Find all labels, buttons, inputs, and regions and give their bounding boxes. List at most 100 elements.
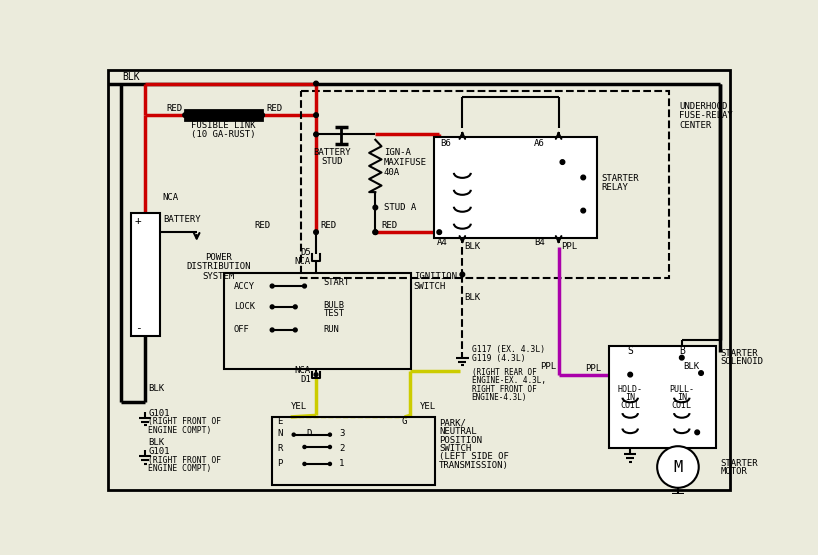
Text: 3: 3 <box>339 428 344 438</box>
Text: MAXIFUSE: MAXIFUSE <box>384 158 427 168</box>
Text: IGN-A: IGN-A <box>384 148 411 157</box>
Text: BLK: BLK <box>122 72 140 82</box>
Text: BLK: BLK <box>148 438 164 447</box>
Circle shape <box>260 113 264 118</box>
Text: POSITION: POSITION <box>439 436 483 445</box>
Circle shape <box>303 284 307 288</box>
Text: YEL: YEL <box>420 402 436 411</box>
Text: G: G <box>402 417 407 426</box>
Circle shape <box>314 372 318 376</box>
Circle shape <box>270 305 274 309</box>
Text: FUSIBLE LINK: FUSIBLE LINK <box>191 122 256 130</box>
Text: YEL: YEL <box>290 402 307 411</box>
Text: D1: D1 <box>300 375 311 384</box>
Text: +: + <box>135 215 142 225</box>
Text: ENGINE-4.3L): ENGINE-4.3L) <box>472 393 527 402</box>
Text: PPL: PPL <box>561 243 577 251</box>
Text: B: B <box>679 346 685 356</box>
Text: TEST: TEST <box>324 309 344 318</box>
Bar <box>185 110 262 120</box>
Text: COIL: COIL <box>672 401 692 410</box>
Circle shape <box>303 446 306 448</box>
Text: G101: G101 <box>148 408 169 417</box>
Bar <box>131 213 160 336</box>
Text: RED: RED <box>266 104 282 113</box>
Text: OFF: OFF <box>234 325 249 335</box>
Circle shape <box>270 284 274 288</box>
Text: RED: RED <box>381 221 398 230</box>
Text: -: - <box>135 324 142 334</box>
Text: STARTER: STARTER <box>721 458 758 468</box>
Text: IN: IN <box>625 393 636 402</box>
Circle shape <box>699 371 703 375</box>
Circle shape <box>628 372 632 377</box>
Text: LOCK: LOCK <box>234 302 254 311</box>
Circle shape <box>294 328 297 332</box>
Text: PULL-: PULL- <box>669 386 694 395</box>
Circle shape <box>328 446 331 448</box>
Circle shape <box>183 113 187 118</box>
Text: SYSTEM: SYSTEM <box>202 271 235 280</box>
Text: (RIGHT REAR OF: (RIGHT REAR OF <box>472 368 537 377</box>
Text: STARTER: STARTER <box>721 349 758 357</box>
Text: STUD: STUD <box>321 157 343 166</box>
Text: G117 (EX. 4.3L): G117 (EX. 4.3L) <box>472 345 545 355</box>
Circle shape <box>560 160 564 164</box>
Text: PARK/: PARK/ <box>439 418 466 427</box>
Text: STUD A: STUD A <box>384 203 416 212</box>
Circle shape <box>292 433 295 436</box>
Text: SWITCH: SWITCH <box>414 281 446 291</box>
Text: SWITCH: SWITCH <box>439 444 471 453</box>
Text: RED: RED <box>254 221 271 230</box>
Text: ENGINE COMPT): ENGINE COMPT) <box>148 464 212 473</box>
Circle shape <box>581 208 586 213</box>
Circle shape <box>460 272 465 277</box>
Text: NCA: NCA <box>162 193 178 202</box>
Text: BULB: BULB <box>324 301 344 310</box>
Bar <box>434 138 597 238</box>
Text: RUN: RUN <box>324 325 339 335</box>
Circle shape <box>328 462 331 466</box>
Text: 1: 1 <box>339 460 344 468</box>
Circle shape <box>314 113 318 118</box>
Text: B4: B4 <box>534 238 545 246</box>
Text: HOLD-: HOLD- <box>618 386 643 395</box>
Text: A6: A6 <box>534 139 545 148</box>
Text: G101: G101 <box>148 447 169 456</box>
Circle shape <box>373 205 378 210</box>
Text: IGNITION: IGNITION <box>414 273 456 281</box>
Text: D5: D5 <box>300 249 311 258</box>
Text: E: E <box>277 417 283 426</box>
Bar <box>609 346 717 448</box>
Bar <box>223 273 411 369</box>
Circle shape <box>373 230 378 234</box>
Text: DISTRIBUTION: DISTRIBUTION <box>186 263 250 271</box>
Text: STARTER: STARTER <box>601 174 639 183</box>
Text: M: M <box>673 460 682 475</box>
Circle shape <box>437 230 442 234</box>
Text: RED: RED <box>320 221 336 230</box>
Text: RIGHT FRONT OF: RIGHT FRONT OF <box>472 385 537 393</box>
Circle shape <box>303 462 306 466</box>
Text: ENGINE COMPT): ENGINE COMPT) <box>148 426 212 435</box>
Circle shape <box>680 355 684 360</box>
Circle shape <box>314 81 318 86</box>
Text: N: N <box>277 428 283 438</box>
Circle shape <box>581 175 586 180</box>
Text: MOTOR: MOTOR <box>721 467 747 476</box>
Circle shape <box>294 305 297 309</box>
Text: POWER: POWER <box>204 253 231 262</box>
Text: NCA: NCA <box>294 366 311 375</box>
Text: IN: IN <box>676 393 687 402</box>
Text: 40A: 40A <box>384 168 400 178</box>
Text: NCA: NCA <box>294 257 311 266</box>
Text: TRANSMISSION): TRANSMISSION) <box>439 461 509 470</box>
Circle shape <box>314 132 318 137</box>
Text: RED: RED <box>166 104 182 113</box>
Text: BLK: BLK <box>148 384 164 393</box>
Bar <box>272 417 435 485</box>
Text: BLK: BLK <box>465 243 481 251</box>
Text: CENTER: CENTER <box>680 120 712 130</box>
Text: S: S <box>627 346 633 356</box>
Text: BATTERY: BATTERY <box>313 148 351 157</box>
